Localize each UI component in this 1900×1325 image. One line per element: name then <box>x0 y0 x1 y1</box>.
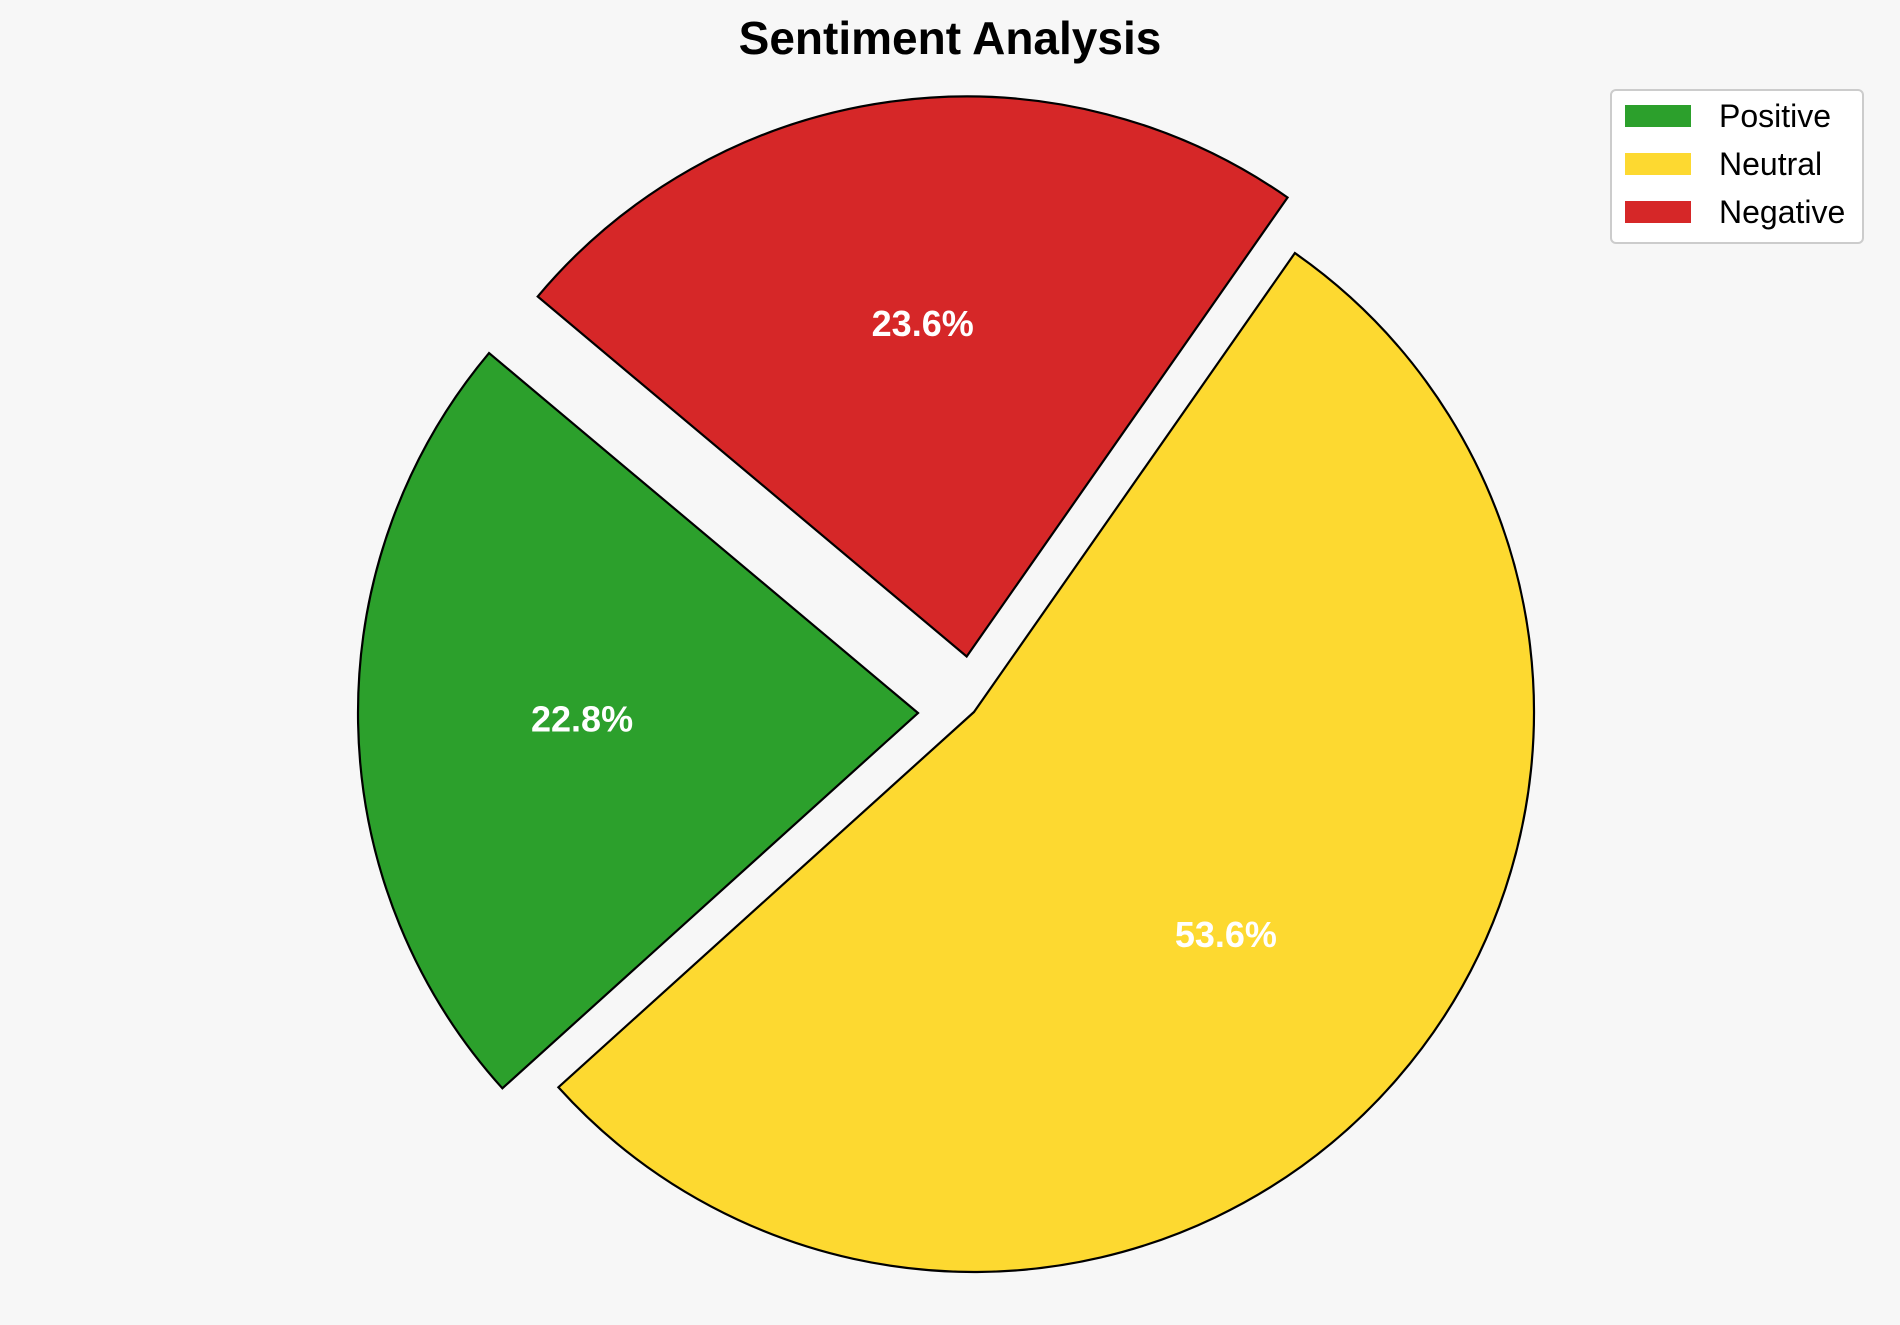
chart-title: Sentiment Analysis <box>739 12 1162 64</box>
pie-slice-negative <box>536 95 1290 659</box>
pie-slices <box>356 95 1536 1274</box>
pie-slice-positive <box>356 351 920 1090</box>
legend-label-negative: Negative <box>1719 194 1845 230</box>
legend-swatch-neutral <box>1625 153 1691 175</box>
legend-items: Positive Neutral Negative <box>1625 98 1845 230</box>
legend-swatch-positive <box>1625 105 1691 127</box>
legend-swatch-negative <box>1625 201 1691 223</box>
pie-slice-neutral <box>556 251 1536 1274</box>
slice-label-negative: 23.6% <box>872 303 974 344</box>
slice-label-positive: 22.8% <box>531 699 633 740</box>
legend: Positive Neutral Negative <box>1610 89 1864 244</box>
slice-label-neutral: 53.6% <box>1175 914 1277 955</box>
legend-label-positive: Positive <box>1719 98 1831 134</box>
slice-percent-labels: 22.8% 53.6% 23.6% <box>531 303 1277 955</box>
legend-label-neutral: Neutral <box>1719 146 1822 182</box>
